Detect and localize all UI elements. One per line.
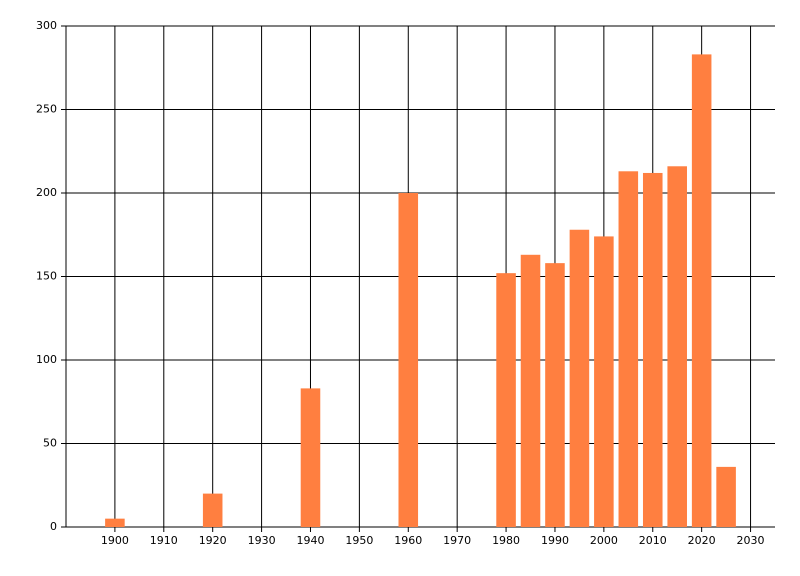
x-tick-label: 2000 <box>590 534 618 547</box>
bar <box>398 193 419 527</box>
x-tick-label: 1900 <box>101 534 129 547</box>
x-tick-label: 1940 <box>296 534 324 547</box>
bar <box>642 172 663 527</box>
y-tick-label: 0 <box>50 520 57 533</box>
y-tick-label: 250 <box>36 103 57 116</box>
y-tick-label: 200 <box>36 186 57 199</box>
bar <box>569 229 590 528</box>
bar <box>300 388 321 527</box>
bar <box>202 493 223 527</box>
x-tick-label: 1950 <box>345 534 373 547</box>
bar <box>496 273 516 527</box>
bar <box>594 236 614 528</box>
bar <box>545 263 565 527</box>
bar <box>716 466 736 527</box>
x-tick-label: 1930 <box>248 534 276 547</box>
y-tick-label: 150 <box>36 270 57 283</box>
x-tick-label: 1960 <box>394 534 422 547</box>
x-tick-label: 2010 <box>639 534 667 547</box>
bar <box>105 518 125 527</box>
x-tick-label: 2020 <box>688 534 716 547</box>
bar <box>691 54 712 527</box>
bar <box>667 166 687 527</box>
y-tick-label: 50 <box>43 437 57 450</box>
bar <box>520 254 541 528</box>
x-tick-label: 1920 <box>199 534 227 547</box>
x-tick-label: 1910 <box>150 534 178 547</box>
x-tick-label: 1970 <box>443 534 471 547</box>
x-tick-label: 1990 <box>541 534 569 547</box>
y-tick-label: 300 <box>36 19 57 32</box>
y-tick-label: 100 <box>36 353 57 366</box>
x-tick-label: 2030 <box>737 534 765 547</box>
bar <box>618 171 639 528</box>
x-tick-label: 1980 <box>492 534 520 547</box>
